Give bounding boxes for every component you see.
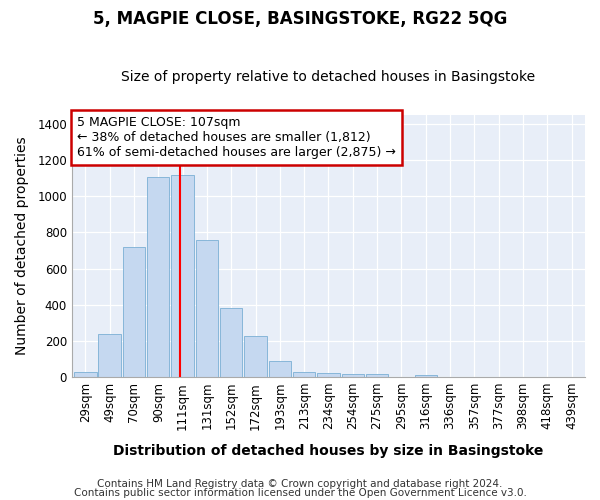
Bar — [196, 240, 218, 377]
Text: Contains public sector information licensed under the Open Government Licence v3: Contains public sector information licen… — [74, 488, 526, 498]
Bar — [172, 174, 194, 377]
Title: Size of property relative to detached houses in Basingstoke: Size of property relative to detached ho… — [121, 70, 536, 85]
Bar — [220, 308, 242, 377]
Bar — [293, 372, 316, 377]
Bar — [269, 361, 291, 377]
Y-axis label: Number of detached properties: Number of detached properties — [15, 136, 29, 356]
Text: 5, MAGPIE CLOSE, BASINGSTOKE, RG22 5QG: 5, MAGPIE CLOSE, BASINGSTOKE, RG22 5QG — [93, 10, 507, 28]
Bar — [341, 374, 364, 377]
Bar — [317, 372, 340, 377]
Text: 5 MAGPIE CLOSE: 107sqm
← 38% of detached houses are smaller (1,812)
61% of semi-: 5 MAGPIE CLOSE: 107sqm ← 38% of detached… — [77, 116, 396, 159]
Bar — [74, 372, 97, 377]
Bar — [123, 247, 145, 377]
Bar — [366, 374, 388, 377]
Bar — [98, 334, 121, 377]
Bar — [415, 376, 437, 377]
X-axis label: Distribution of detached houses by size in Basingstoke: Distribution of detached houses by size … — [113, 444, 544, 458]
Bar — [147, 177, 169, 377]
Bar — [244, 336, 267, 377]
Text: Contains HM Land Registry data © Crown copyright and database right 2024.: Contains HM Land Registry data © Crown c… — [97, 479, 503, 489]
